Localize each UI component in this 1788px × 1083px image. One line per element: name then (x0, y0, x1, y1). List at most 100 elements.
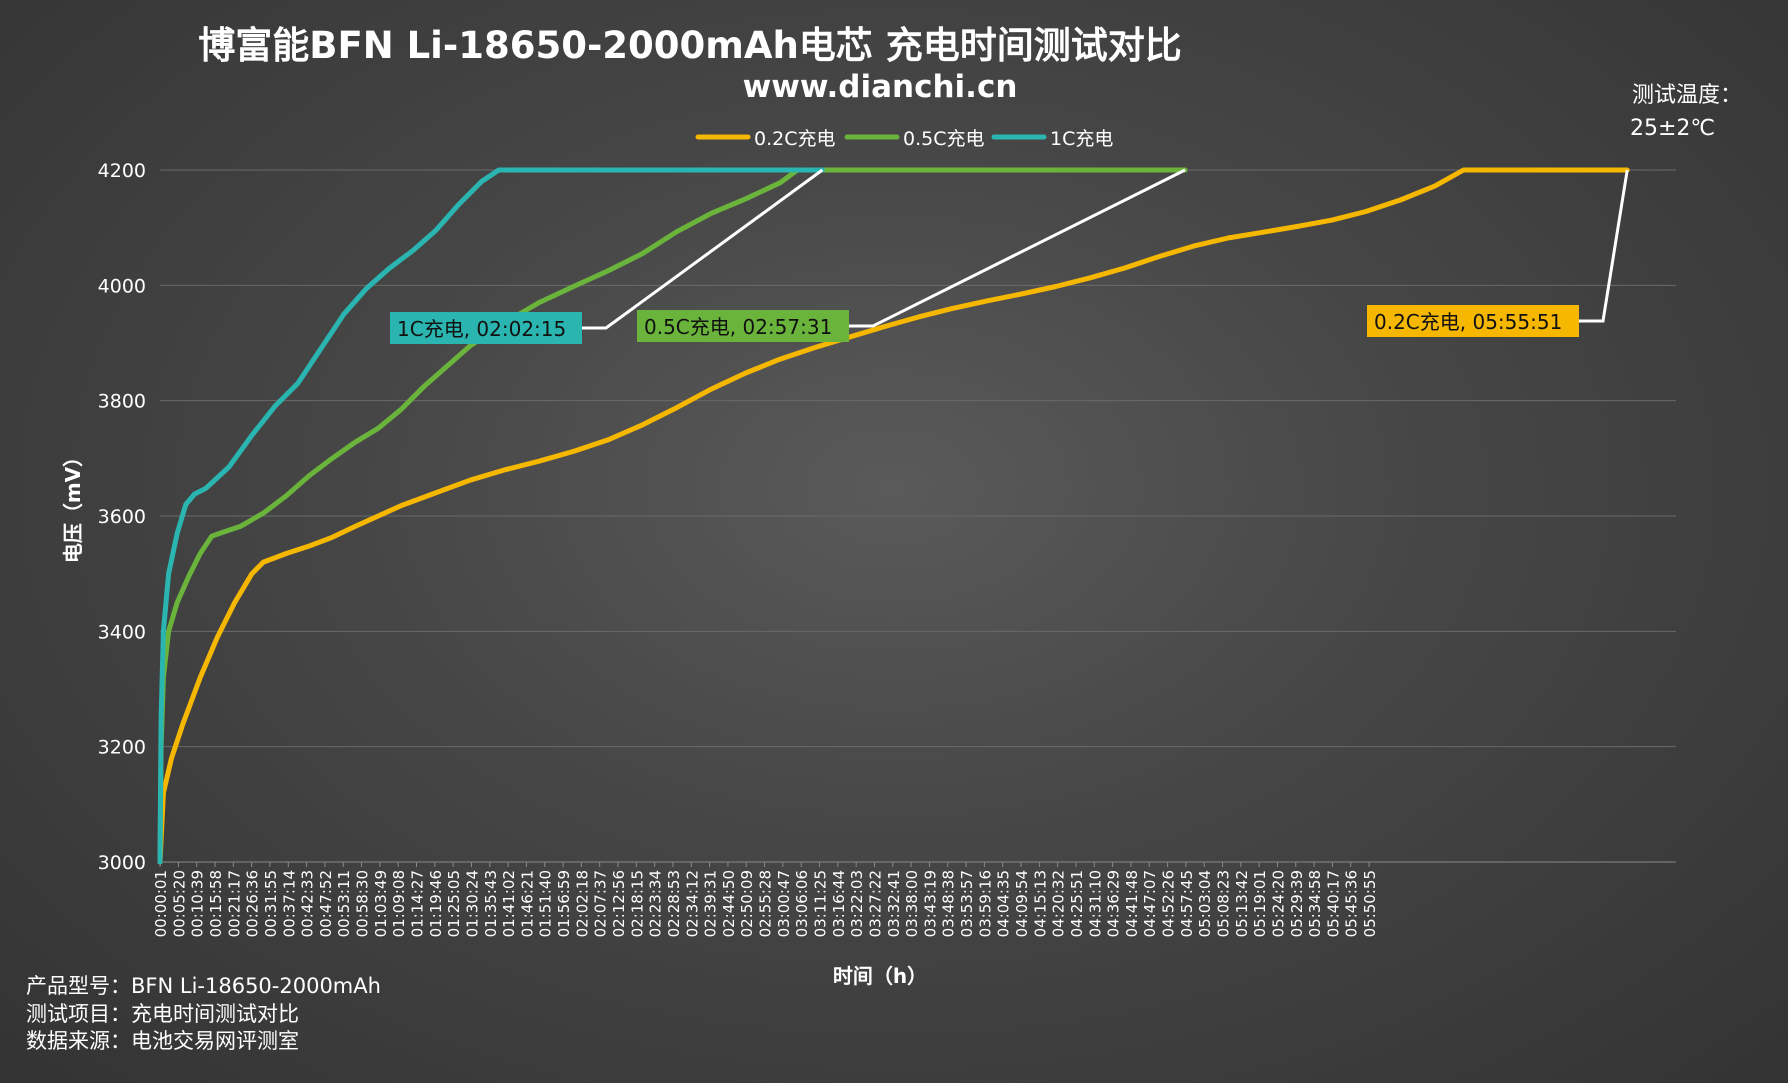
x-tick-label: 00:47:52 (317, 870, 335, 937)
series-line (157, 167, 1188, 865)
x-tick-label: 01:03:49 (372, 870, 390, 937)
x-tick-label: 05:34:58 (1306, 870, 1324, 937)
x-tick-label: 01:09:08 (390, 870, 408, 937)
temperature-label: 测试温度： (1632, 83, 1742, 108)
chart-title: 博富能BFN Li-18650-2000mAh电芯 充电时间测试对比 (198, 24, 1181, 67)
x-tick-label: 03:06:06 (793, 870, 811, 937)
x-tick-label: 03:48:38 (940, 870, 958, 937)
x-tick-label: 03:53:57 (958, 870, 976, 937)
y-tick-label: 3000 (98, 852, 146, 874)
x-tick-label: 05:03:04 (1196, 870, 1214, 937)
y-tick-label: 4000 (98, 275, 146, 297)
gridlines (160, 169, 1676, 863)
callout-leader-line (1579, 169, 1629, 323)
callout-box (390, 312, 582, 344)
x-tick-label: 05:13:42 (1233, 870, 1251, 937)
legend: 0.2C充电 0.5C充电 1C充电 (695, 128, 1113, 150)
callout-leader-line (849, 168, 1186, 328)
x-tick-label: 03:27:22 (866, 870, 884, 937)
x-tick-label: 03:43:19 (921, 870, 939, 937)
x-tick-label: 04:31:10 (1086, 870, 1104, 937)
x-tick-label: 05:19:01 (1251, 870, 1269, 937)
x-axis-title: 时间（h） (833, 964, 927, 988)
x-tick-label: 01:19:46 (427, 870, 445, 937)
x-tick-label: 04:52:26 (1160, 870, 1178, 937)
x-tick-label: 01:35:43 (482, 870, 500, 937)
x-tick-label: 02:02:18 (573, 870, 591, 937)
x-tick-label: 02:39:31 (702, 870, 720, 937)
y-tick-label: 3400 (98, 621, 146, 643)
x-tick-label: 00:26:36 (244, 870, 262, 937)
x-tick-label: 04:15:13 (1031, 870, 1049, 937)
x-tick-label: 01:30:24 (463, 870, 481, 937)
end-callouts: 0.2C充电, 05:55:51 0.5C充电, 02:57:31 1C充电, 02… (390, 168, 1629, 344)
x-tick-label: 04:36:29 (1105, 870, 1123, 937)
x-tick-label: 00:10:39 (189, 870, 207, 937)
callout-box (1367, 305, 1579, 337)
x-tick-label: 02:12:56 (610, 870, 628, 937)
footer-data-source: 数据来源：电池交易网评测室 (26, 1029, 299, 1053)
y-axis-title: 电压（mV） (61, 447, 85, 563)
x-tick-label: 04:04:35 (995, 870, 1013, 937)
footer-model: 产品型号：BFN Li-18650-2000mAh (26, 974, 381, 998)
x-tick-label: 00:31:55 (262, 870, 280, 937)
footer-test-item: 测试项目：充电时间测试对比 (26, 1002, 299, 1026)
series-lines (157, 167, 1630, 865)
x-tick-label: 03:00:47 (775, 870, 793, 937)
x-tick-label: 04:41:48 (1123, 870, 1141, 937)
x-tick-label: 00:42:33 (299, 870, 317, 937)
chart-subtitle: www.dianchi.cn (743, 69, 1018, 105)
y-tick-label: 3600 (98, 506, 146, 528)
x-tick-label: 04:25:51 (1068, 870, 1086, 937)
x-tick-label: 04:09:54 (1013, 870, 1031, 937)
x-tick-label: 04:47:07 (1141, 870, 1159, 937)
temperature-value: 25±2℃ (1630, 116, 1715, 141)
x-tick-label: 03:16:44 (830, 870, 848, 937)
x-tick-label: 03:32:41 (885, 870, 903, 937)
x-tick-label: 02:18:15 (628, 870, 646, 937)
x-tick-label: 00:15:58 (207, 870, 225, 937)
callout-box (637, 310, 849, 342)
x-tick-label: 00:58:30 (354, 870, 372, 937)
x-tick-label: 03:11:25 (812, 870, 830, 937)
callout-label: 0.2C充电, 05:55:51 (1374, 310, 1562, 334)
x-tick-label: 02:50:09 (738, 870, 756, 937)
x-tick-labels: 00:00:01 00:05:20 00:10:39 00:15:58 00:21:17… (152, 862, 1379, 937)
y-tick-label: 4200 (98, 160, 146, 182)
legend-label: 1C充电 (1050, 128, 1113, 150)
x-tick-label: 05:24:20 (1269, 870, 1287, 937)
x-tick-label: 05:45:36 (1343, 870, 1361, 937)
x-tick-label: 02:23:34 (647, 870, 665, 937)
x-tick-label: 04:20:32 (1050, 870, 1068, 937)
x-tick-label: 00:21:17 (225, 870, 243, 937)
x-tick-label: 05:40:17 (1324, 870, 1342, 937)
callout-leader-line (582, 168, 824, 330)
x-tick-label: 01:46:21 (518, 870, 536, 937)
x-tick-label: 00:00:01 (152, 870, 170, 937)
x-tick-label: 02:28:53 (665, 870, 683, 937)
x-tick-label: 03:38:00 (903, 870, 921, 937)
x-tick-label: 01:56:59 (555, 870, 573, 937)
y-tick-label: 3800 (98, 391, 146, 413)
y-tick-label: 3200 (98, 737, 146, 759)
x-tick-label: 02:07:37 (592, 870, 610, 937)
x-tick-label: 03:22:03 (848, 870, 866, 937)
x-tick-label: 02:55:28 (757, 870, 775, 937)
x-tick-label: 03:59:16 (976, 870, 994, 937)
x-tick-label: 00:05:20 (170, 870, 188, 937)
x-tick-label: 05:29:39 (1288, 870, 1306, 937)
legend-label: 0.5C充电 (903, 128, 984, 150)
x-tick-label: 00:53:11 (335, 870, 353, 937)
x-tick-label: 01:41:02 (500, 870, 518, 937)
series-line (157, 167, 825, 865)
x-tick-label: 00:37:14 (280, 870, 298, 937)
x-tick-label: 05:08:23 (1215, 870, 1233, 937)
callout-label: 1C充电, 02:02:15 (397, 317, 566, 341)
x-tick-label: 02:34:12 (683, 870, 701, 937)
series-line (157, 167, 1630, 865)
x-tick-label: 01:25:05 (445, 870, 463, 937)
y-tick-labels: 3000 3200 3400 3600 3800 4000 4200 (98, 160, 146, 874)
x-tick-label: 05:50:55 (1361, 870, 1379, 937)
x-tick-label: 01:14:27 (409, 870, 427, 937)
